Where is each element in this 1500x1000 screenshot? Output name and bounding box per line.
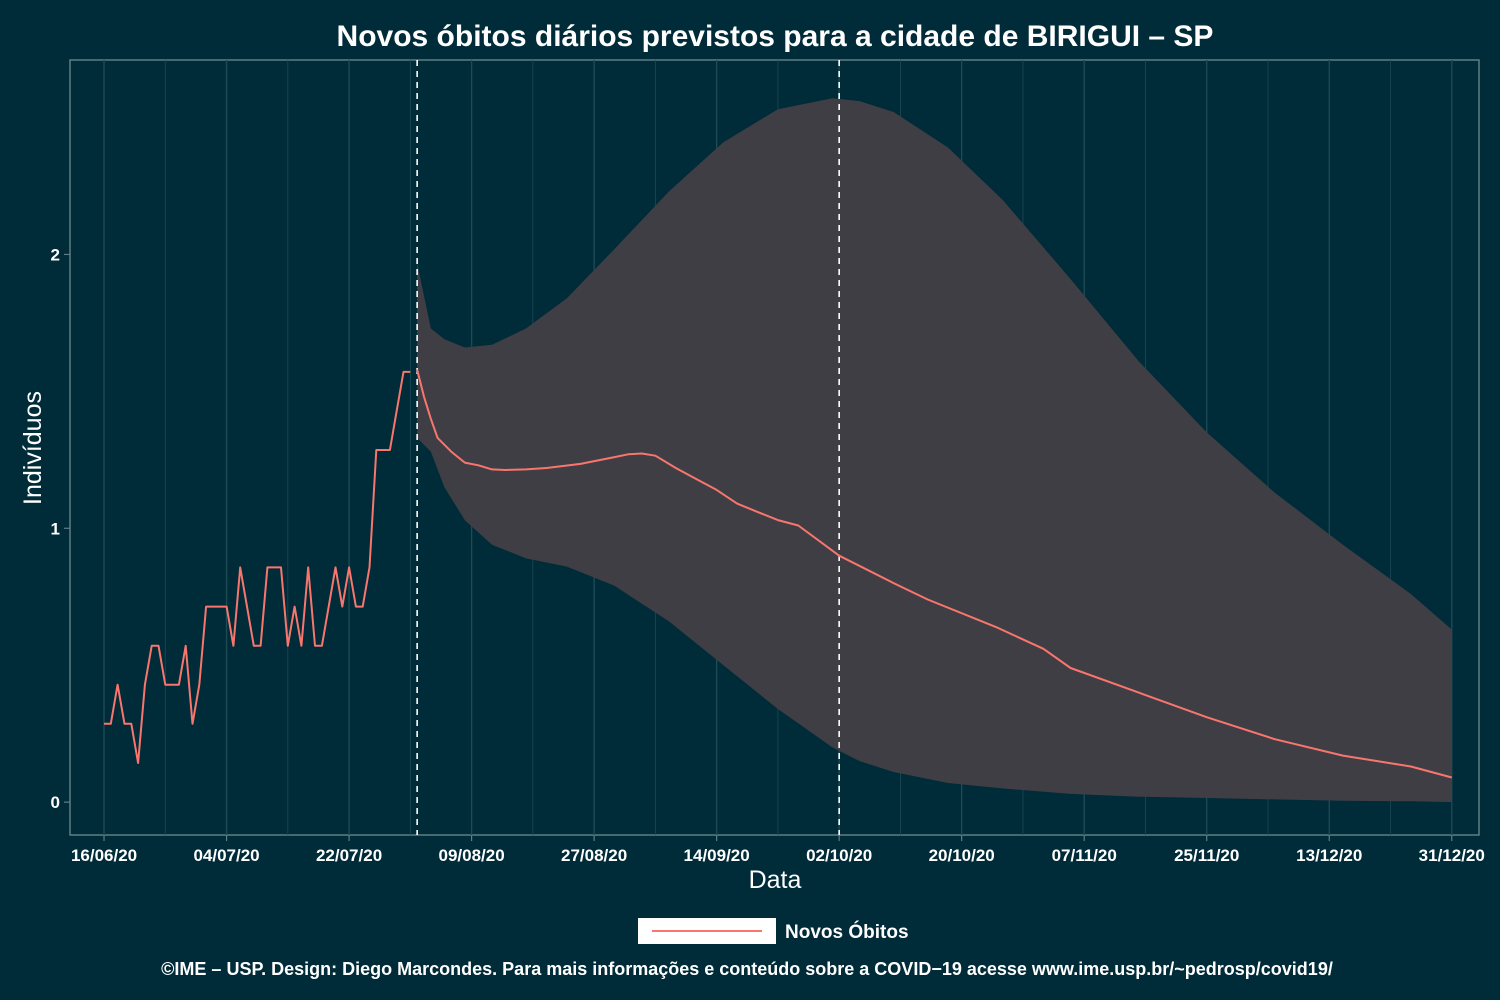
y-axis-ticks: 0 1 2	[51, 245, 70, 812]
x-tick-label: 09/08/20	[439, 846, 505, 865]
y-tick-label: 0	[51, 793, 60, 812]
x-tick-label: 25/11/20	[1174, 846, 1239, 865]
x-axis-title: Data	[749, 866, 802, 894]
y-tick-label: 1	[51, 519, 60, 538]
x-tick-label: 22/07/20	[316, 846, 382, 865]
y-tick-label: 2	[51, 245, 60, 264]
x-tick-label: 20/10/20	[929, 846, 995, 865]
x-tick-label: 13/12/20	[1296, 846, 1362, 865]
series-line-forecast	[416, 369, 1453, 779]
prediction-band-area	[417, 98, 1452, 803]
x-axis-ticks: 16/06/20 04/07/20 22/07/20 09/08/20 27/08/20…	[71, 835, 1485, 865]
caption: ©IME – USP. Design: Diego Marcondes. Par…	[161, 959, 1333, 979]
x-tick-label: 31/12/20	[1419, 846, 1485, 865]
legend-label: Novos Óbitos	[785, 921, 909, 943]
x-tick-label: 04/07/20	[193, 846, 259, 865]
legend: Novos Óbitos	[638, 918, 909, 944]
x-tick-label: 14/09/20	[684, 846, 750, 865]
x-tick-label: 27/08/20	[561, 846, 627, 865]
series-lines	[104, 369, 1453, 779]
x-tick-label: 07/11/20	[1052, 846, 1117, 865]
series-line-observed	[104, 370, 411, 764]
x-tick-label: 02/10/20	[806, 846, 872, 865]
x-tick-label: 16/06/20	[71, 846, 137, 865]
vertical-reference-lines	[416, 60, 840, 835]
chart-title: Novos óbitos diários previstos para a ci…	[337, 20, 1214, 53]
y-axis-title: Indivíduos	[19, 391, 47, 505]
prediction-band	[417, 98, 1452, 803]
